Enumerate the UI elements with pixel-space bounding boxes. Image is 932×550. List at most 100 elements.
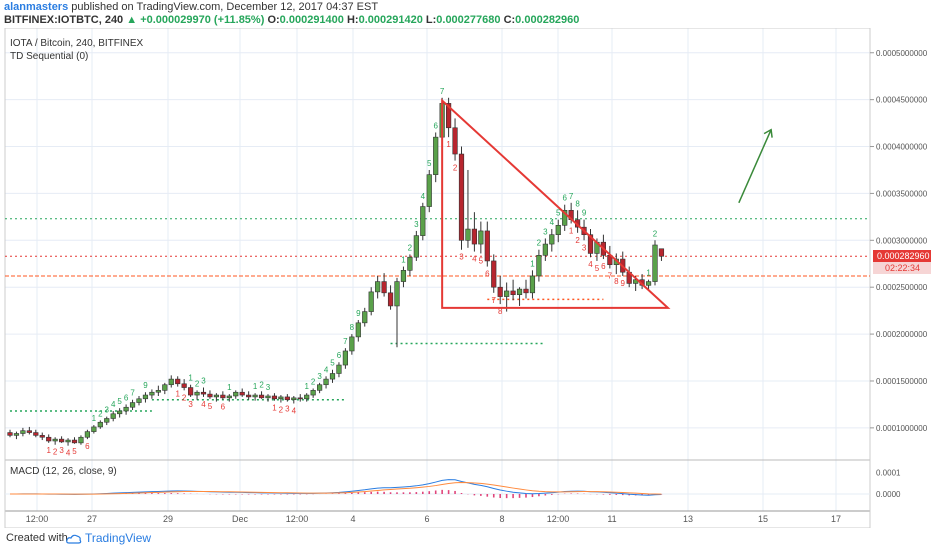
countdown-value: 02:22:34 — [885, 263, 920, 273]
candle-body — [504, 290, 510, 297]
td-count-down: 2 — [279, 406, 284, 415]
td-count-up: 5 — [556, 209, 561, 218]
chart-frame — [4, 28, 871, 528]
macd-tick-label: 0.0000 — [876, 490, 901, 499]
candle-body — [433, 136, 439, 175]
candle-body — [381, 281, 387, 294]
candle-body — [529, 275, 536, 294]
candle-body — [368, 291, 374, 312]
open-value: 0.000291400 — [279, 14, 344, 26]
horizontal-levels — [5, 218, 870, 412]
x-tick-label: 29 — [163, 514, 173, 524]
candle-body — [658, 248, 665, 257]
candle-body — [265, 395, 271, 399]
td-count-down: 5 — [208, 402, 213, 411]
candle-body — [220, 394, 226, 399]
td-count-up: 2 — [195, 379, 200, 388]
td-count-down: 1 — [569, 226, 574, 235]
time-axis: 12:00 27 29 Dec 12:00 4 6 8 12:00 11 13 15 17 — [26, 514, 841, 524]
td-count-down: 1 — [175, 390, 180, 399]
td-count-up: 1 — [227, 383, 232, 392]
td-count-up: 6 — [562, 194, 567, 203]
candle-body — [510, 290, 516, 296]
td-count-down: 5 — [479, 256, 484, 265]
td-count-up: 1 — [188, 374, 193, 383]
td-count-up: 2 — [98, 409, 103, 418]
x-tick-label: 15 — [758, 514, 768, 524]
candle-body — [65, 439, 71, 443]
td-count-down: 2 — [182, 393, 187, 402]
low-label: L: — [425, 14, 437, 26]
td-count-up: 3 — [317, 372, 322, 381]
candle-body — [549, 234, 555, 245]
breakout-arrow-line — [738, 129, 772, 204]
candle-body — [33, 432, 39, 436]
candle-body — [278, 396, 284, 400]
td-count-up: 4 — [421, 192, 426, 201]
candle-body — [497, 286, 503, 297]
x-tick-label: 17 — [831, 514, 841, 524]
candle-body — [478, 230, 484, 245]
indicator-legend: TD Sequential (0) — [10, 51, 88, 62]
candle-body — [355, 322, 361, 338]
candle-body — [413, 235, 419, 258]
candle-body — [91, 426, 97, 432]
candle-body — [233, 391, 239, 397]
candle-body — [394, 281, 400, 307]
candlesticks — [7, 97, 665, 446]
candle-body — [142, 394, 149, 400]
td-count-up: 7 — [130, 389, 135, 398]
x-tick-label: 4 — [350, 514, 355, 524]
price-change: +0.000029970 (+11.85%) — [140, 14, 265, 26]
td-count-down: 4 — [201, 400, 206, 409]
candle-body — [316, 384, 323, 391]
candle-body — [349, 336, 355, 352]
symbol-label: BITFINEX:IOTBTC, 240 — [4, 14, 124, 26]
x-tick-label: 11 — [607, 514, 616, 524]
td-count-up: 6 — [337, 351, 342, 360]
triangle-pattern — [441, 98, 671, 309]
last-price-value: 0.000282960 — [877, 251, 930, 261]
publish-line: alanmasters published on TradingView.com… — [4, 1, 378, 13]
tradingview-link[interactable]: TradingView — [66, 531, 151, 545]
candle-body — [323, 378, 329, 386]
td-count-up: 1 — [92, 414, 97, 423]
candle-body — [46, 436, 52, 442]
x-tick-label: 8 — [499, 514, 504, 524]
author-link[interactable]: alanmasters — [4, 1, 69, 13]
td-count-down: 6 — [85, 442, 90, 451]
td-count-up: 7 — [343, 337, 348, 346]
candle-body — [213, 394, 220, 398]
y-tick-label: 0.0001000000 — [876, 424, 928, 433]
td-count-down: 3 — [285, 405, 290, 414]
td-count-up: 2 — [653, 229, 658, 238]
candle-body — [84, 431, 90, 438]
td-count-down: 1 — [272, 404, 277, 413]
td-count-up: 1 — [304, 382, 309, 391]
breakout-arrow-head — [763, 128, 773, 138]
candle-body — [536, 255, 542, 277]
y-tick-label: 0.0005000000 — [876, 49, 928, 58]
td-count-up: 3 — [266, 383, 271, 392]
td-count-down: 9 — [621, 279, 626, 288]
candle-body — [149, 391, 155, 396]
price-axis: 0.0001000000 0.0001500000 0.0002000000 0.00… — [870, 49, 928, 433]
y-tick-label: 0.0003500000 — [876, 189, 928, 198]
candle-body — [123, 406, 129, 412]
td-count-up: 1 — [253, 382, 258, 391]
candle-body — [207, 393, 213, 398]
candle-body — [407, 256, 413, 271]
td-count-down: 4 — [472, 255, 477, 264]
y-tick-label: 0.0004000000 — [876, 143, 928, 152]
chart-grid — [5, 28, 870, 511]
candle-body — [239, 391, 245, 396]
candle-body — [555, 225, 561, 235]
candle-body — [136, 398, 142, 403]
up-arrow-icon: ▲ — [126, 14, 138, 26]
td-count-up: 8 — [575, 199, 580, 208]
signal-line — [9, 482, 662, 495]
candle-body — [117, 410, 123, 415]
candle-body — [39, 435, 45, 438]
